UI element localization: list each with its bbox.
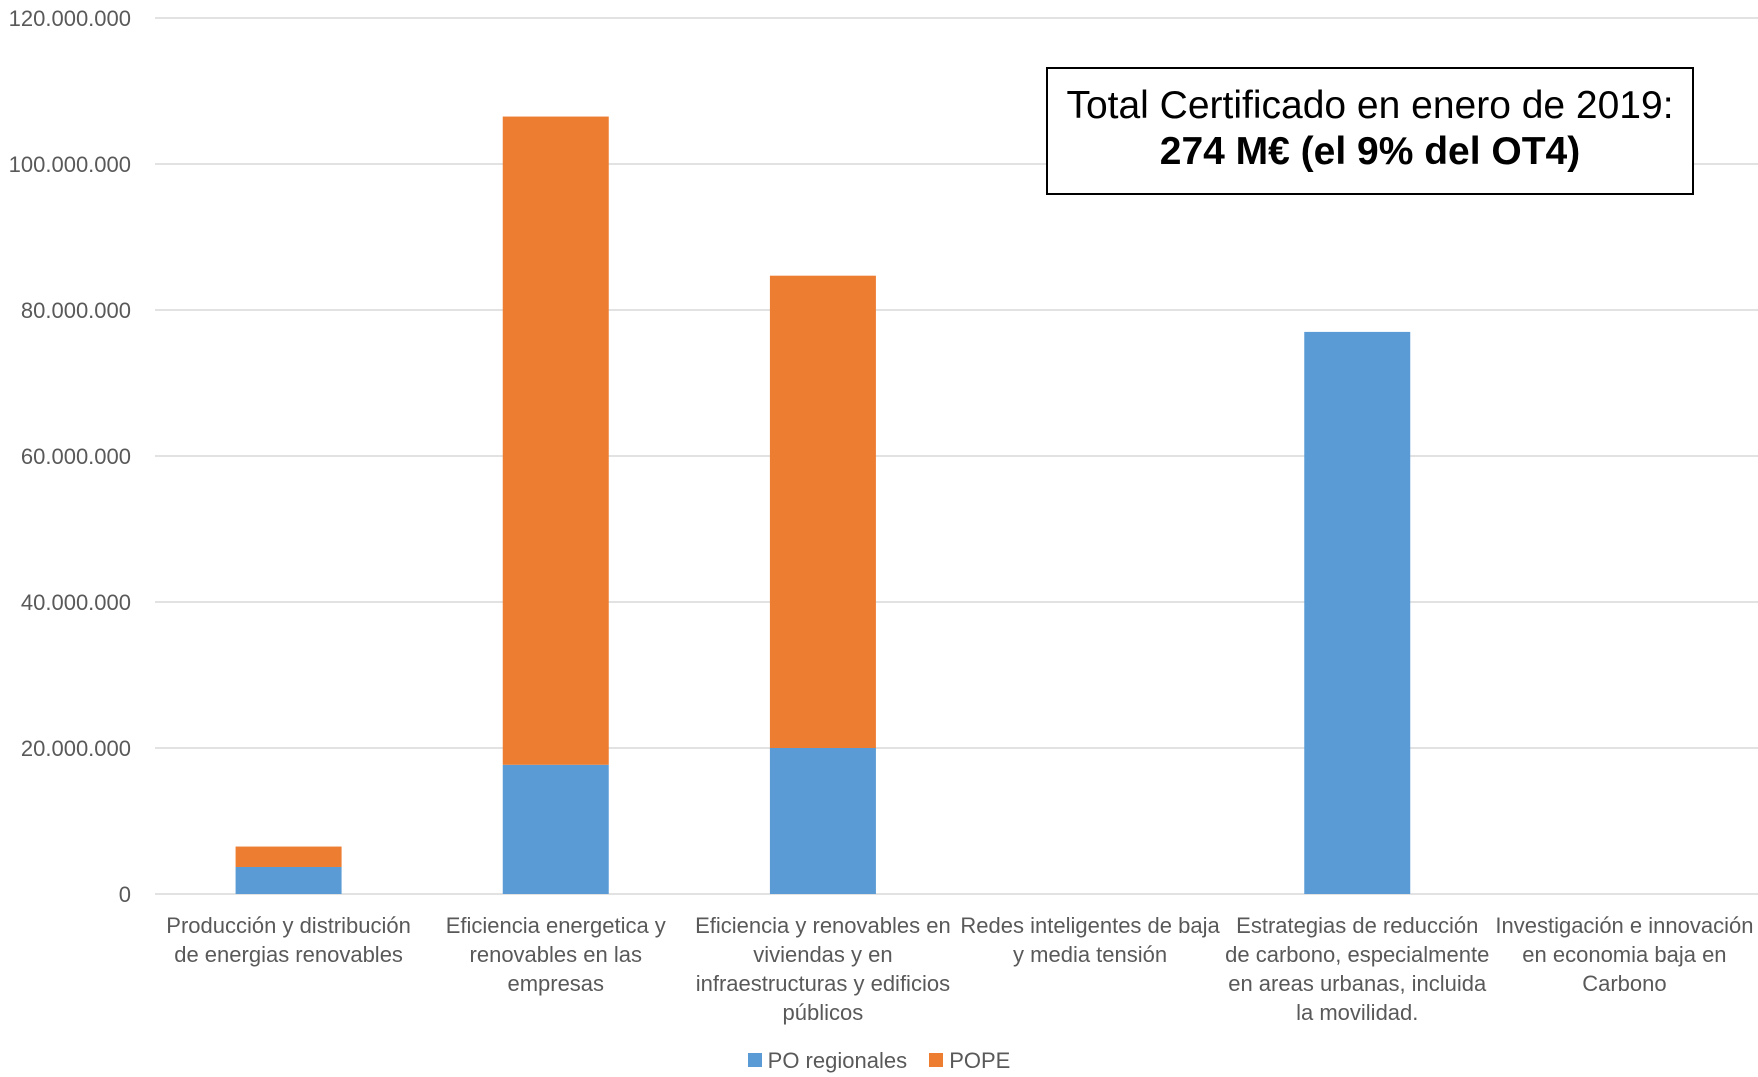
x-category-label-line: en economia baja en [1522,942,1726,967]
x-category-label: Estrategias de reducción de carbono, espe… [1225,913,1489,1025]
x-category-label-line: empresas [507,971,604,996]
y-tick-label: 60.000.000 [21,444,131,469]
x-category-label-line: Investigación e innovación [1495,913,1753,938]
x-category-label-line: Producción y distribución [166,913,411,938]
legend-label-po-regionales: PO regionales [767,1048,908,1073]
bar-pope [235,846,342,867]
x-category-label: Redes inteligentes de baja y media tensió… [960,913,1220,967]
y-axis-tick-labels: 0 20.000.000 40.000.000 60.000.000 80.000.00… [9,6,131,907]
legend-label-pope: POPE [949,1048,1011,1073]
x-category-label-line: renovables en las [470,942,642,967]
x-category-label-line: viviendas y en [753,942,892,967]
bar-po-regionales [502,764,609,894]
x-category-label-line: de carbono, especialmente [1225,942,1489,967]
x-category-label-line: Estrategias de reducción [1236,913,1478,938]
bar-pope [769,275,876,748]
x-category-label-line: en areas urbanas, incluida [1228,971,1487,996]
bar-po-regionales [235,866,342,894]
x-category-label-line: de energias renovables [174,942,403,967]
y-tick-label: 120.000.000 [9,6,131,31]
x-category-label: Investigación e innovación en economia ba… [1495,913,1753,996]
x-category-label-line: Eficiencia energetica y [446,913,666,938]
legend-swatch-pope [929,1053,944,1068]
annotation-title: Total Certificado en enero de 2019: [1066,84,1674,127]
x-axis-category-labels: Producción y distribución de energias ren… [166,913,1753,1025]
x-category-label-line: Carbono [1582,971,1666,996]
x-category-label-line: públicos [783,1000,864,1025]
legend: PO regionales POPE [0,1048,1758,1074]
y-tick-label: 80.000.000 [21,298,131,323]
legend-swatch-po-regionales [747,1053,762,1068]
bars [235,116,1411,894]
y-tick-label: 20.000.000 [21,736,131,761]
x-category-label-line: la movilidad. [1296,1000,1418,1025]
gridlines [155,17,1758,895]
bar-pope [502,116,609,765]
annotation-value: 274 M€ (el 9% del OT4) [1159,130,1581,173]
bar-po-regionales [1304,331,1411,894]
legend-item-po-regionales: PO regionales [747,1048,908,1074]
x-category-label-line: infraestructuras y edificios [696,971,950,996]
legend-item-pope: POPE [929,1048,1010,1074]
x-category-label: Producción y distribución de energias ren… [166,913,411,967]
x-category-label-line: Redes inteligentes de baja [960,913,1220,938]
total-certified-annotation: Total Certificado en enero de 2019: 274 … [1046,67,1694,195]
y-tick-label: 0 [119,882,131,907]
y-tick-label: 40.000.000 [21,590,131,615]
y-tick-label: 100.000.000 [9,152,131,177]
bar-po-regionales [769,748,876,894]
x-category-label-line: Eficiencia y renovables en [695,913,951,938]
x-category-label: Eficiencia energetica y renovables en las… [446,913,666,996]
x-category-label: Eficiencia y renovables en viviendas y en… [695,913,951,1025]
x-category-label-line: y media tensión [1013,942,1167,967]
